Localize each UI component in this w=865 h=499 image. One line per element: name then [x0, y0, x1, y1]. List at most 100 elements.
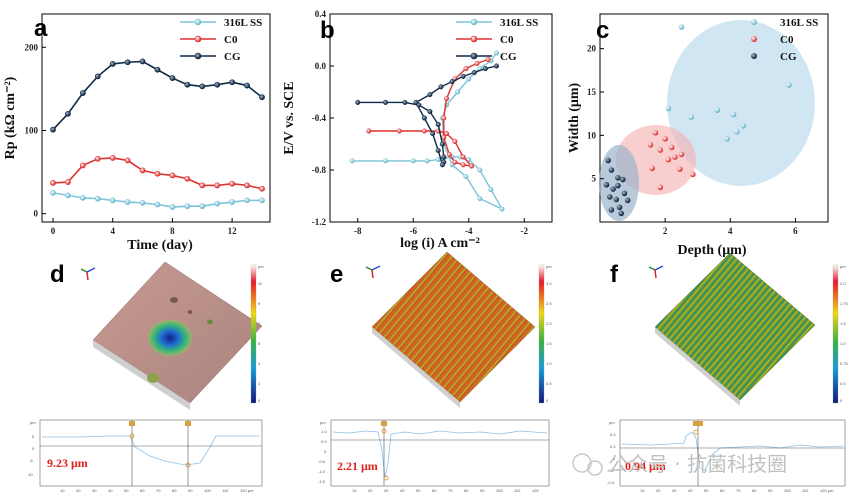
- chart-b-point-cg: [441, 154, 447, 160]
- chart-c-point-316l-ss: [786, 82, 792, 88]
- chart-c-xtick-label: 6: [793, 226, 798, 236]
- chart-a-xlabel: Time (day): [127, 238, 193, 253]
- chart-c-legend-marker-c0: [751, 36, 757, 42]
- chart-c-legend-cg: CG: [780, 51, 797, 63]
- svg-text:20: 20: [76, 488, 81, 493]
- svg-text:μm: μm: [609, 420, 615, 425]
- surface-e-plane: [371, 251, 536, 403]
- color-scale-f: [832, 264, 839, 404]
- chart-b-point-cg: [439, 141, 445, 147]
- svg-text:-10: -10: [27, 472, 34, 477]
- chart-b-point-316l-ss: [488, 186, 494, 193]
- chart-c-point-cg: [613, 196, 620, 203]
- axis-triad-d-icon: [80, 267, 96, 281]
- chart-c-point-316l-ss: [724, 136, 730, 142]
- svg-text:90: 90: [480, 488, 485, 493]
- svg-text:0: 0: [324, 449, 327, 454]
- chart-a-point-316l-ss: [79, 194, 86, 201]
- svg-text:-0.5: -0.5: [318, 459, 326, 464]
- svg-text:10: 10: [352, 488, 357, 493]
- svg-text:1.0: 1.0: [546, 361, 552, 366]
- chart-a-point-c0: [214, 182, 221, 189]
- svg-text:0.5: 0.5: [546, 381, 552, 386]
- chart-c-ytick-label: 15: [587, 87, 597, 97]
- chart-a-legend-marker-cg: [194, 52, 202, 60]
- chart-b-point-c0: [444, 131, 450, 137]
- chart-b-point-cg: [435, 121, 441, 128]
- panel-letter-c: c: [596, 17, 609, 44]
- chart-a-point-c0: [109, 155, 116, 161]
- svg-text:100: 100: [204, 488, 211, 493]
- svg-text:50: 50: [416, 488, 421, 493]
- svg-text:0: 0: [32, 446, 35, 451]
- chart-c-point-cg: [608, 207, 615, 213]
- svg-text:60: 60: [720, 488, 725, 493]
- svg-text:9: 9: [258, 301, 261, 306]
- chart-a-point-cg: [79, 90, 86, 96]
- chart-a-point-316l-ss: [259, 197, 265, 204]
- chart-c-point-c0: [657, 147, 664, 153]
- svg-text:120 μm: 120 μm: [240, 488, 254, 493]
- watermark: 公众号 · 抗菌科技圈: [572, 452, 787, 476]
- chart-b-point-c0: [396, 128, 402, 134]
- chart-a-point-cg: [199, 83, 206, 90]
- svg-text:110: 110: [514, 488, 521, 493]
- chart-b-point-c0: [460, 154, 466, 160]
- svg-text:110: 110: [222, 488, 229, 493]
- chart-a-point-cg: [259, 94, 265, 101]
- profile-f: μm 0.4 0.2 0 -0.2 -0.4 10 20 30 40 50 60 70 80 90 10…: [607, 419, 846, 493]
- svg-text:30: 30: [92, 488, 97, 493]
- panel-letter-e: e: [330, 261, 343, 288]
- chart-a-point-c0: [154, 170, 161, 177]
- svg-text:2.0: 2.0: [840, 281, 846, 286]
- chart-a-point-c0: [229, 180, 236, 187]
- chart-c-point-cg: [608, 167, 615, 173]
- chart-a-point-cg: [65, 110, 71, 117]
- chart-b-point-c0: [446, 151, 452, 157]
- chart-b-xtick-label: -2: [521, 226, 529, 236]
- chart-c-xtick-label: 2: [663, 226, 668, 236]
- chart-c-ylabel: Width (μm): [567, 83, 582, 154]
- chart-c-point-cg: [615, 182, 621, 189]
- chart-b-point-316l-ss: [477, 167, 483, 173]
- svg-text:11: 11: [258, 281, 263, 286]
- chart-a-ytick-label: 0: [34, 209, 39, 219]
- chart-c-point-316l-ss: [734, 129, 740, 135]
- chart-b-point-c0: [463, 66, 469, 72]
- chart-c-point-c0: [672, 154, 678, 160]
- chart-c-ytick-label: 10: [587, 130, 597, 140]
- svg-text:0: 0: [613, 456, 616, 461]
- chart-c-point-cg: [610, 186, 616, 192]
- svg-text:μm: μm: [258, 264, 264, 269]
- chart-b-ytick-label: -1.2: [312, 217, 327, 227]
- chart-a-point-316l-ss: [139, 199, 146, 206]
- chart-c-ytick-label: 5: [592, 174, 597, 184]
- chart-a-ytick-label: 100: [25, 125, 39, 135]
- chart-c-frame: [599, 13, 829, 223]
- chart-c-point-cg: [618, 210, 624, 217]
- chart-a-xtick-label: 12: [228, 226, 238, 236]
- chart-c-point-c0: [668, 144, 675, 151]
- chart-a-point-c0: [139, 167, 146, 174]
- svg-text:0: 0: [258, 398, 261, 403]
- chart-b-point-cg: [460, 73, 466, 79]
- chart-a-point-316l-ss: [184, 203, 191, 210]
- panel-letter-d: d: [50, 261, 65, 288]
- chart-b-xtick-label: -8: [354, 226, 362, 236]
- chart-a-point-cg: [109, 61, 116, 67]
- chart-a-point-c0: [50, 179, 56, 186]
- chart-c-point-c0: [649, 165, 655, 172]
- axis-triad-e-icon: [365, 265, 381, 279]
- chart-a-point-c0: [124, 157, 131, 164]
- svg-text:90: 90: [768, 488, 773, 493]
- cluster-316l-ss: [667, 20, 815, 186]
- chart-a-point-c0: [94, 155, 101, 162]
- chart-b-legend-marker-c0: [470, 35, 478, 43]
- axis-triad-f-icon: [648, 265, 664, 279]
- chart-b-legend-c0: C0: [500, 34, 514, 46]
- chart-a-point-316l-ss: [214, 200, 221, 207]
- surface-f-side: [655, 327, 740, 406]
- panel-letter-b: b: [320, 17, 335, 44]
